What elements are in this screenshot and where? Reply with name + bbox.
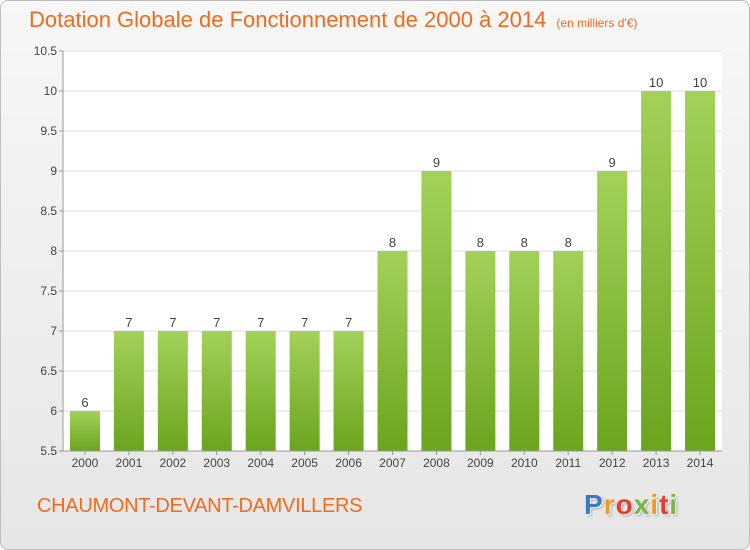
bar <box>377 251 408 451</box>
logo-letter: i <box>650 489 660 520</box>
bar <box>641 91 672 451</box>
logo-letter: o <box>615 489 634 520</box>
bar <box>685 91 716 451</box>
x-tick-label: 2009 <box>467 456 494 470</box>
bar-data-label: 9 <box>433 155 440 170</box>
chart-subtitle: (en milliers d'€) <box>556 16 638 30</box>
bar-data-label: 7 <box>169 315 176 330</box>
bar-data-label: 8 <box>565 235 572 250</box>
bar <box>157 331 188 451</box>
bar <box>509 251 540 451</box>
chart-title-text: Dotation Globale de Fonctionnement de 20… <box>29 7 547 32</box>
y-tick-label: 7 <box>50 324 57 338</box>
bars <box>69 91 716 451</box>
bar-data-label: 7 <box>257 315 264 330</box>
x-tick-label: 2003 <box>203 456 230 470</box>
bar <box>113 331 144 451</box>
bar-data-label: 7 <box>345 315 352 330</box>
bar-data-label: 6 <box>81 395 88 410</box>
proxiti-logo: Proxiti <box>584 489 678 521</box>
logo-letter: i <box>669 489 679 520</box>
data-labels: 6 7 7 7 7 7 7 8 9 8 8 8 9 10 10 <box>81 75 707 410</box>
logo-letter: r <box>603 489 616 520</box>
y-tick-label: 10 <box>44 84 58 98</box>
y-tick-label: 8 <box>50 244 57 258</box>
bar-data-label: 10 <box>649 75 663 90</box>
logo-letter: t <box>659 489 670 520</box>
bar-data-label: 7 <box>125 315 132 330</box>
bar <box>465 251 496 451</box>
bar-data-label: 8 <box>477 235 484 250</box>
bar <box>421 171 452 451</box>
x-tick-label: 2001 <box>116 456 143 470</box>
x-tick-label: 2012 <box>599 456 626 470</box>
y-tick-label: 7.5 <box>40 284 57 298</box>
x-tick-label: 2014 <box>687 456 714 470</box>
y-tick-label: 10.5 <box>34 44 58 58</box>
y-tick-label: 9 <box>50 164 57 178</box>
y-tick-label: 8.5 <box>40 204 57 218</box>
bar-data-label: 10 <box>693 75 707 90</box>
x-tick-label: 2002 <box>159 456 186 470</box>
bar <box>289 331 320 451</box>
x-tick-label: 2008 <box>423 456 450 470</box>
commune-name: CHAUMONT-DEVANT-DAMVILLERS <box>37 495 363 517</box>
bar <box>597 171 628 451</box>
y-tick-label: 9.5 <box>40 124 57 138</box>
x-axis-labels: 2000 2001 2002 2003 2004 2005 2006 2007 2008 2009… <box>72 451 714 470</box>
x-tick-label: 2005 <box>291 456 318 470</box>
x-tick-label: 2006 <box>335 456 362 470</box>
bar <box>553 251 584 451</box>
x-tick-label: 2004 <box>247 456 274 470</box>
y-tick-label: 6 <box>50 404 57 418</box>
bar <box>245 331 276 451</box>
bar-data-label: 7 <box>213 315 220 330</box>
bar-data-label: 8 <box>389 235 396 250</box>
bar-data-label: 8 <box>521 235 528 250</box>
logo-letter: x <box>633 489 651 520</box>
bar <box>69 411 100 451</box>
logo-letter: P <box>584 489 604 520</box>
x-tick-label: 2011 <box>555 456 581 470</box>
y-axis-labels: 5.5 6 6.5 7 7.5 8 8.5 9 9.5 10 10.5 <box>34 44 58 458</box>
x-tick-label: 2007 <box>379 456 406 470</box>
y-tick-label: 6.5 <box>40 364 57 378</box>
x-tick-label: 2000 <box>72 456 99 470</box>
x-tick-label: 2010 <box>511 456 538 470</box>
bar-data-label: 7 <box>301 315 308 330</box>
chart-title: Dotation Globale de Fonctionnement de 20… <box>29 7 637 33</box>
bar <box>201 331 232 451</box>
x-tick-label: 2013 <box>643 456 670 470</box>
y-tick-label: 5.5 <box>40 444 57 458</box>
bar <box>333 331 364 451</box>
bar-data-label: 9 <box>609 155 616 170</box>
